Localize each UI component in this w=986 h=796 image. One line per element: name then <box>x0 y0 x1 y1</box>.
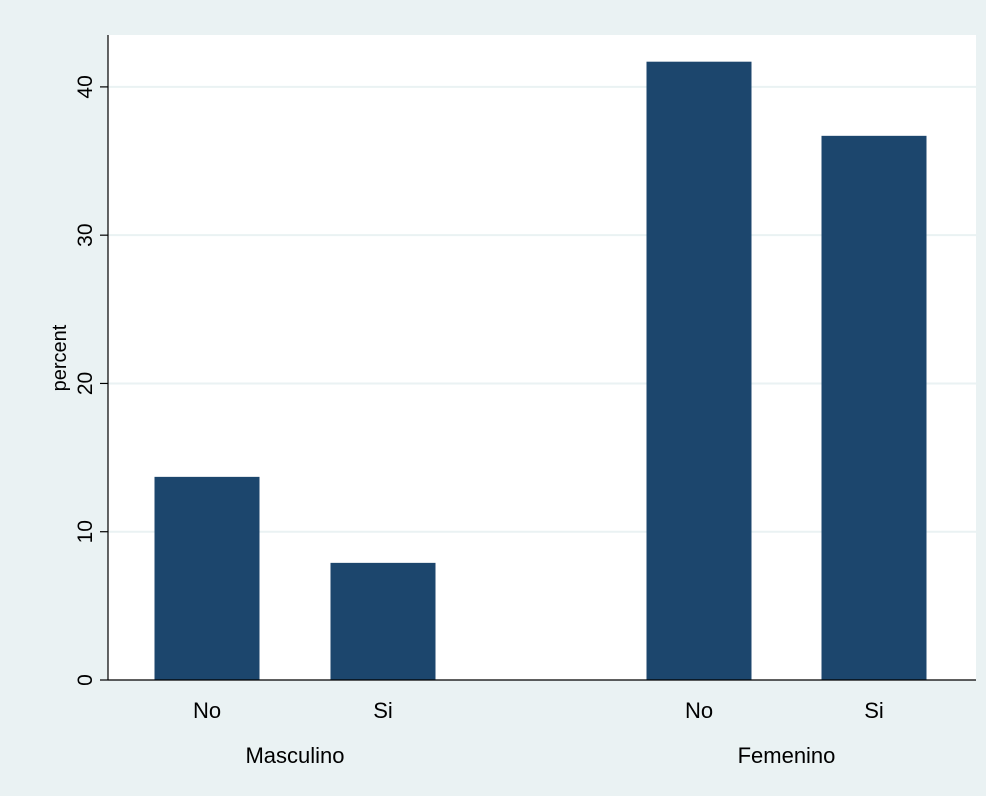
y-tick-label-10: 10 <box>74 520 97 543</box>
x-category-label: Si <box>373 698 393 723</box>
bar-femenino-si <box>821 135 927 681</box>
x-labels: No Si Masculino No Si Femenino <box>193 698 884 768</box>
y-tick-label-40: 40 <box>74 75 97 98</box>
bar-femenino-no <box>646 61 752 681</box>
y-tick-label-0: 0 <box>74 674 97 686</box>
axes <box>107 35 976 681</box>
bar-masculino-no <box>154 476 260 680</box>
bars <box>154 61 927 681</box>
y-tick-label-20: 20 <box>74 372 97 395</box>
y-axis-label: percent <box>49 324 71 391</box>
x-group-label: Masculino <box>245 743 344 768</box>
bar-masculino-si <box>330 562 436 680</box>
x-category-label: No <box>685 698 713 723</box>
y-tick-label-30: 30 <box>74 223 97 246</box>
y-ticks: 0 10 20 30 40 <box>74 75 108 686</box>
x-category-label: Si <box>864 698 884 723</box>
x-category-label: No <box>193 698 221 723</box>
x-group-label: Femenino <box>738 743 836 768</box>
